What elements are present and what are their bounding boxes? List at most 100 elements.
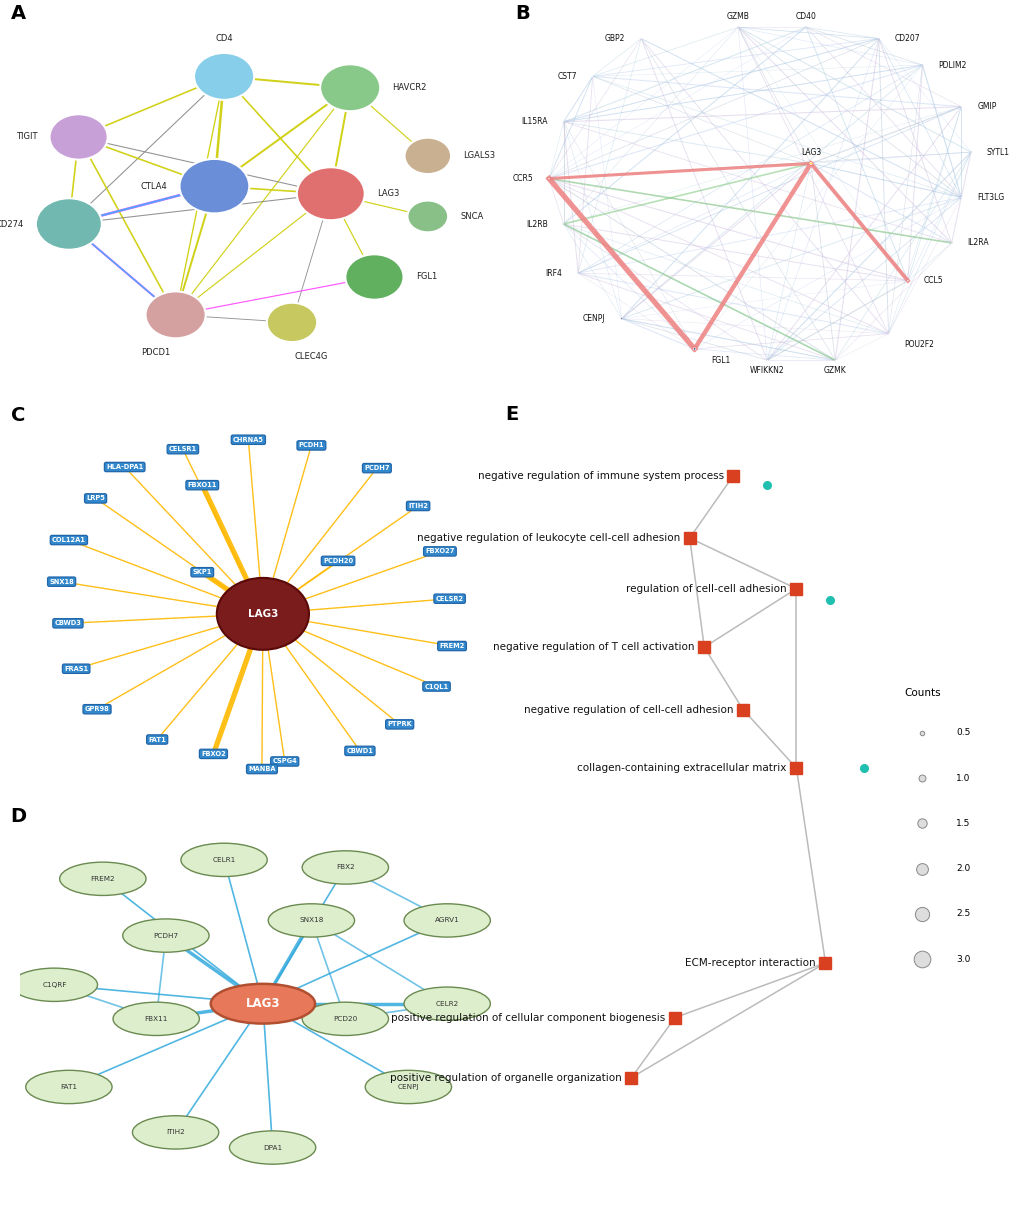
Text: FREM2: FREM2 [439,643,465,649]
Text: CST7: CST7 [556,72,576,81]
Text: ITIH2: ITIH2 [408,502,428,509]
Text: E: E [504,405,518,424]
Text: C1QRF: C1QRF [42,982,66,988]
Circle shape [693,348,695,349]
Text: CD4: CD4 [215,35,232,43]
Text: SKP1: SKP1 [193,569,212,575]
Text: ECM-receptor interaction: ECM-receptor interaction [685,958,815,968]
Ellipse shape [25,1070,112,1104]
Text: FAT1: FAT1 [148,736,166,742]
Text: IL2RA: IL2RA [967,239,988,247]
Text: CENPJ: CENPJ [582,315,604,323]
Text: PCD20: PCD20 [333,1016,357,1022]
Text: ITIH2: ITIH2 [166,1129,184,1135]
Circle shape [345,254,404,300]
Text: FREM2: FREM2 [91,876,115,882]
Text: CBWD3: CBWD3 [54,621,82,627]
Text: LAG3: LAG3 [376,189,398,199]
Text: PDLIM2: PDLIM2 [937,60,966,70]
Text: FAT1: FAT1 [60,1084,77,1091]
Text: FBXO27: FBXO27 [425,548,454,554]
Ellipse shape [11,968,98,1001]
Text: negative regulation of cell-cell adhesion: negative regulation of cell-cell adhesio… [524,705,733,715]
Text: 3.0: 3.0 [956,954,970,964]
Text: C: C [10,406,25,424]
Text: IL15RA: IL15RA [521,117,547,127]
Text: SNCA: SNCA [460,212,483,221]
Text: MANBA: MANBA [248,766,275,772]
Text: HLA-DPA1: HLA-DPA1 [106,464,143,470]
Text: HAVCR2: HAVCR2 [392,83,426,93]
Text: CENPJ: CENPJ [397,1084,419,1091]
Text: 1.5: 1.5 [956,819,970,828]
Ellipse shape [113,1003,199,1035]
Ellipse shape [404,987,490,1021]
Circle shape [407,200,447,233]
Text: GBP2: GBP2 [604,34,625,43]
Text: negative regulation of T cell activation: negative regulation of T cell activation [492,642,694,652]
Text: SNX18: SNX18 [299,917,323,923]
Circle shape [50,114,108,159]
Text: positive regulation of organelle organization: positive regulation of organelle organiz… [389,1072,622,1082]
Text: FGL1: FGL1 [416,272,436,282]
Circle shape [179,159,249,213]
Text: CD207: CD207 [894,34,919,43]
Text: CTLA4: CTLA4 [141,182,167,190]
Circle shape [267,302,317,342]
Text: LAG3: LAG3 [248,609,278,619]
Text: CELSR2: CELSR2 [435,595,464,601]
Text: regulation of cell-cell adhesion: regulation of cell-cell adhesion [626,583,786,594]
Text: 0.5: 0.5 [956,729,970,737]
Text: GPR98: GPR98 [85,706,109,712]
Text: LGALS3: LGALS3 [463,152,495,160]
Text: IL2RB: IL2RB [526,219,547,229]
Text: FBXO2: FBXO2 [201,751,225,757]
Text: FGL1: FGL1 [711,355,730,364]
Ellipse shape [365,1070,451,1104]
Text: FLT3LG: FLT3LG [976,193,1004,202]
Text: 2.0: 2.0 [956,864,970,874]
Text: PDCD1: PDCD1 [142,348,170,357]
Circle shape [36,199,102,249]
Text: PCDH1: PCDH1 [299,442,324,448]
Ellipse shape [122,919,209,952]
Ellipse shape [132,1116,218,1150]
Text: GZMB: GZMB [727,12,749,20]
Ellipse shape [180,844,267,876]
Text: positive regulation of cellular component biogenesis: positive regulation of cellular componen… [391,1012,664,1023]
Text: 2.5: 2.5 [956,910,970,918]
Text: COL12A1: COL12A1 [52,537,86,543]
Text: TIGIT: TIGIT [16,133,38,141]
Circle shape [297,167,365,221]
Text: FBXO11: FBXO11 [187,482,217,488]
Ellipse shape [60,862,146,895]
Circle shape [146,292,206,339]
Text: Counts: Counts [903,688,940,698]
Text: CCR5: CCR5 [512,174,533,183]
Text: PCDH20: PCDH20 [323,558,353,564]
Ellipse shape [302,1003,388,1035]
Text: WFIKKN2: WFIKKN2 [749,366,784,376]
Ellipse shape [268,904,355,937]
Text: LAG3: LAG3 [800,148,820,157]
Text: DPA1: DPA1 [263,1145,282,1151]
Text: PCDH7: PCDH7 [153,933,178,939]
Circle shape [809,163,811,164]
Ellipse shape [302,851,388,884]
Text: D: D [10,807,26,825]
Text: FBX11: FBX11 [145,1016,168,1022]
Text: IRF4: IRF4 [545,269,561,277]
Text: AGRV1: AGRV1 [434,917,460,923]
Text: CD40: CD40 [795,12,816,20]
Ellipse shape [404,904,490,937]
Text: CHRNA5: CHRNA5 [232,436,264,442]
Text: SNX18: SNX18 [49,578,74,584]
Text: FBX2: FBX2 [335,864,355,870]
Text: A: A [10,5,25,23]
Text: POU2F2: POU2F2 [904,340,933,349]
Text: LAG3: LAG3 [246,998,280,1010]
Circle shape [320,64,380,111]
Ellipse shape [229,1130,316,1164]
Text: CCL5: CCL5 [923,276,943,286]
Text: GMIP: GMIP [976,102,996,111]
